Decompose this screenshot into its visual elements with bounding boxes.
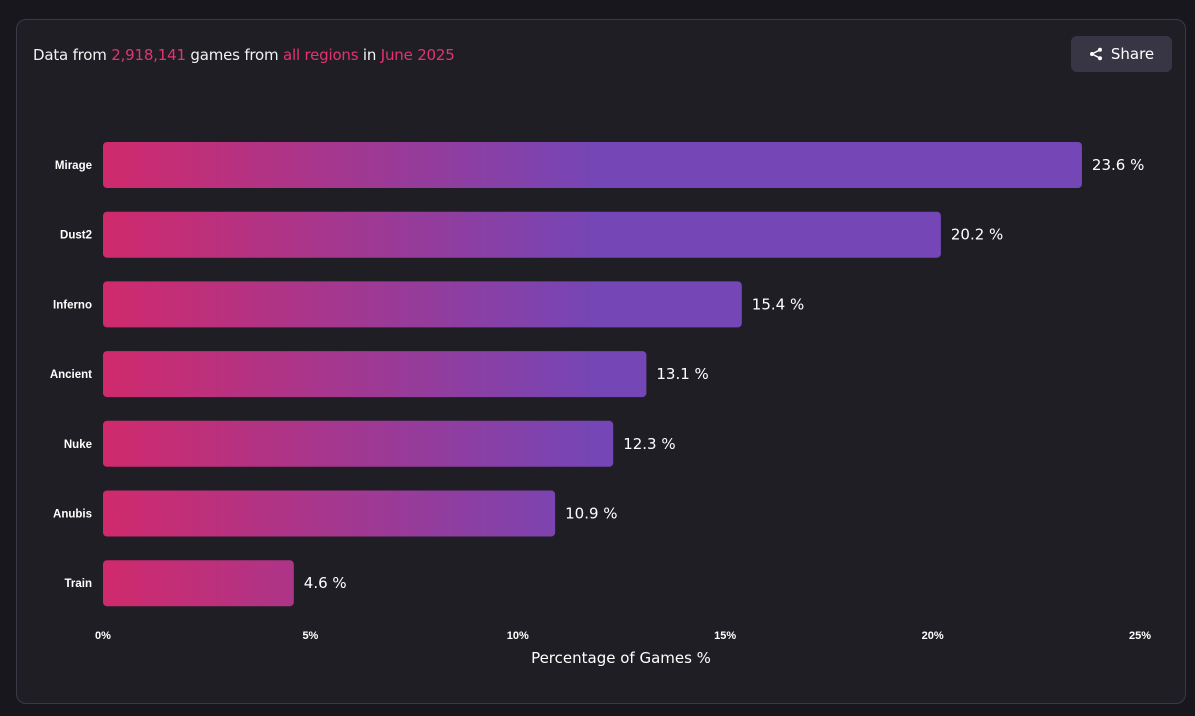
summary-in: in <box>358 46 381 64</box>
x-tick-label: 0% <box>95 630 111 642</box>
summary-prefix: Data from <box>33 46 112 64</box>
x-tick-label: 25% <box>1129 630 1151 642</box>
share-label: Share <box>1110 45 1155 63</box>
category-label: Ancient <box>50 369 92 381</box>
region-filter[interactable]: all regions <box>283 46 359 64</box>
value-label: 15.4 % <box>752 295 804 313</box>
category-label: Inferno <box>53 299 92 311</box>
bar-mirage[interactable] <box>103 142 1082 188</box>
value-label: 4.6 % <box>304 574 347 592</box>
data-summary: Data from 2,918,141 games from all regio… <box>33 46 455 64</box>
bar-dust2[interactable] <box>103 211 941 258</box>
category-label: Mirage <box>55 160 92 172</box>
x-tick-label: 10% <box>507 630 529 642</box>
x-axis-ticks: 0% 5% 10% 15% 20% 25% <box>95 630 1151 642</box>
bar-train[interactable] <box>103 560 294 607</box>
x-tick-label: 15% <box>714 630 736 642</box>
category-label: Train <box>65 578 92 590</box>
category-label: Anubis <box>53 509 92 521</box>
period-filter[interactable]: June 2025 <box>380 46 455 64</box>
value-label: 12.3 % <box>623 435 675 453</box>
bar-anubis[interactable] <box>103 490 556 537</box>
bar-ancient[interactable] <box>103 351 647 398</box>
value-label: 13.1 % <box>656 365 708 383</box>
x-axis-title: Percentage of Games % <box>531 649 711 667</box>
bars-group <box>103 142 1082 607</box>
share-icon <box>1089 47 1103 61</box>
value-label: 20.2 % <box>951 226 1003 244</box>
category-label: Nuke <box>64 439 92 451</box>
games-count: 2,918,141 <box>111 46 186 64</box>
x-tick-label: 5% <box>302 630 318 642</box>
summary-middle: games from <box>185 46 283 64</box>
x-tick-label: 20% <box>922 630 944 642</box>
category-labels: Mirage Dust2 Inferno Ancient Nuke Anubis Train <box>50 160 92 590</box>
value-label: 10.9 % <box>565 505 617 523</box>
category-label: Dust2 <box>60 230 92 242</box>
bar-inferno[interactable] <box>103 281 742 328</box>
share-button[interactable]: Share <box>1071 36 1172 72</box>
value-labels: 23.6 % 20.2 % 15.4 % 13.1 % 12.3 % 10.9 % 4.6 … <box>304 156 1145 592</box>
value-label: 23.6 % <box>1092 156 1144 174</box>
bar-nuke[interactable] <box>103 420 614 467</box>
